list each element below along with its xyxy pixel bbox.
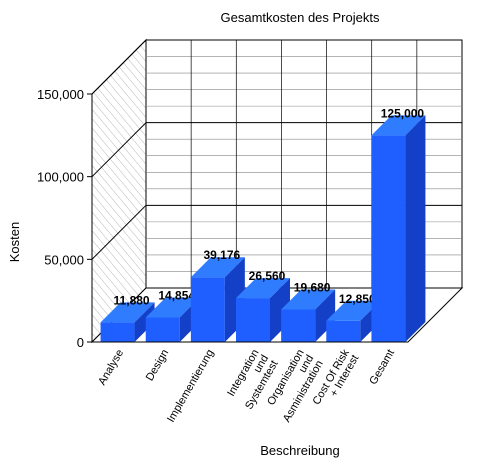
chart-title: Gesamtkosten des Projekts (221, 10, 380, 25)
bar: 125,000 (371, 106, 426, 342)
bar-value-label: 12,850 (339, 292, 376, 306)
bar-value-label: 19,680 (294, 280, 331, 294)
bar-value-label: 26,560 (249, 269, 286, 283)
bar: 26,560 (236, 269, 290, 342)
x-axis-label: Beschreibung (260, 443, 340, 458)
bar-side (405, 115, 426, 342)
x-tick-label: Design (144, 348, 172, 384)
x-tick-label-line: Analyse (96, 348, 126, 388)
y-tick-label: 100,000 (37, 170, 84, 185)
bar-top (371, 115, 426, 136)
bar-front (100, 322, 135, 342)
x-tick-label: Analyse (96, 348, 126, 388)
bar-side (134, 302, 155, 342)
x-tick-label: Gesamt (367, 348, 397, 387)
x-tick-label: OrganisationundAsministration (262, 348, 326, 425)
bar-series: 11,880 14,854 39,176 26,560 19,680 12,850 125,… (100, 106, 426, 342)
bar-front (190, 277, 225, 342)
bar-front (371, 135, 406, 342)
y-tick-label: 0 (77, 335, 84, 350)
gridline-depth (91, 204, 147, 260)
bar-top (281, 289, 336, 310)
bar: 39,176 (190, 248, 245, 342)
bar-front (145, 317, 180, 342)
bar: 19,680 (281, 280, 336, 342)
gridline-depth (91, 122, 147, 178)
bar-top (236, 278, 290, 299)
bar-front (236, 298, 270, 342)
bar-top (326, 300, 381, 321)
x-tick-label: Implementierung (165, 348, 216, 425)
bar: 14,854 (145, 288, 200, 342)
bar-side (315, 289, 336, 342)
x-tick-label-line: Gesamt (367, 348, 397, 387)
gridline-depth (91, 39, 147, 95)
bar-value-label: 14,854 (158, 288, 195, 302)
bar-front (281, 309, 316, 342)
y-tick-label: 150,000 (37, 87, 84, 102)
y-tick-label: 50,000 (44, 252, 84, 267)
bar-value-label: 125,000 (381, 106, 425, 120)
bar-top (100, 302, 155, 323)
y-axis-label: Kosten (7, 222, 22, 262)
x-tick-label-line: Design (144, 348, 172, 384)
x-tick-label: Cost Of Risk+ Interest (311, 347, 362, 412)
x-tick-label-line: Implementierung (165, 348, 216, 425)
bar: 11,880 (100, 293, 155, 342)
bar-top (145, 297, 200, 318)
bar-value-label: 39,176 (204, 248, 241, 262)
bar-top (190, 257, 245, 278)
bar-value-label: 11,880 (114, 293, 150, 307)
bar-front (326, 320, 361, 342)
